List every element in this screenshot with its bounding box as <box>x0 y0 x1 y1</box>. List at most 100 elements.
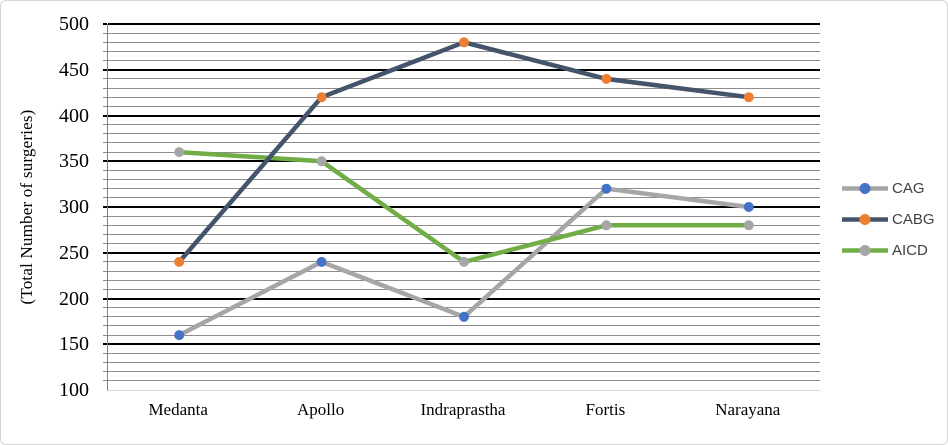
y-axis-tick <box>103 371 107 373</box>
minor-gridline <box>108 188 820 190</box>
data-point-CABG-Indraprastha <box>459 37 469 48</box>
y-axis-tick <box>103 307 107 309</box>
data-point-CAG-Fortis <box>601 183 612 194</box>
y-tick-label: 250 <box>59 241 89 264</box>
y-axis-tick <box>103 352 107 354</box>
legend-item-CABG: CABG <box>842 204 935 235</box>
data-point-CAG-Indraprastha <box>459 311 469 322</box>
minor-gridline <box>108 50 820 52</box>
legend-key-CABG <box>842 214 888 225</box>
y-tick-label: 200 <box>59 287 89 310</box>
y-axis-tick <box>103 270 107 272</box>
y-axis-tick <box>103 380 107 382</box>
minor-gridline <box>108 197 820 199</box>
data-point-CAG-Narayana <box>743 202 754 212</box>
data-point-CABG-Narayana <box>743 92 754 103</box>
y-axis-tick <box>103 261 107 263</box>
y-axis-tick <box>103 179 107 181</box>
x-tick-label: Fortis <box>585 400 626 419</box>
minor-gridline <box>108 233 820 235</box>
x-tick-label: Medanta <box>148 400 208 419</box>
minor-gridline <box>108 325 820 327</box>
minor-gridline <box>108 279 820 281</box>
y-axis-tick <box>103 243 107 245</box>
minor-gridline <box>108 307 820 309</box>
y-tick-label: 400 <box>59 104 89 127</box>
series-line-CABG <box>176 40 752 265</box>
x-tick-label: Narayana <box>715 400 781 419</box>
minor-gridline <box>108 96 820 98</box>
data-point-CAG-Apollo <box>316 256 327 267</box>
y-axis-tick <box>103 60 107 62</box>
major-gridline <box>108 297 820 300</box>
y-axis-tick <box>103 78 107 80</box>
major-gridline <box>108 343 820 346</box>
y-axis-tick <box>103 224 107 226</box>
legend-key-CAG <box>842 183 888 194</box>
legend-label: AICD <box>892 242 928 259</box>
data-point-AICD-Apollo <box>316 156 327 167</box>
data-point-AICD-Narayana <box>743 220 754 231</box>
minor-gridline <box>108 270 820 272</box>
x-tick-label: Indraprastha <box>420 400 506 419</box>
y-axis-tick <box>103 151 107 153</box>
major-gridline <box>108 251 820 254</box>
y-axis-tick <box>103 233 107 235</box>
y-axis-tick <box>103 362 107 364</box>
minor-gridline <box>108 352 820 354</box>
minor-gridline <box>108 371 820 373</box>
y-axis-tick <box>103 87 107 89</box>
y-tick-label: 500 <box>59 13 89 35</box>
y-axis-tick <box>103 105 107 107</box>
y-tick-label: 300 <box>59 196 89 218</box>
minor-gridline <box>108 179 820 181</box>
data-point-AICD-Indraprastha <box>459 256 469 267</box>
major-gridline <box>108 23 820 25</box>
minor-gridline <box>108 362 820 364</box>
y-axis-tick <box>103 288 107 290</box>
data-point-AICD-Medanta <box>174 147 185 158</box>
data-point-CABG-Medanta <box>174 256 185 267</box>
series-line-AICD <box>176 149 752 265</box>
series-plot <box>174 37 754 341</box>
major-gridline <box>108 68 820 71</box>
minor-gridline <box>108 142 820 144</box>
minor-gridline <box>108 224 820 226</box>
y-axis-tick <box>103 32 107 34</box>
legend: CAG CABG AICD <box>842 173 935 266</box>
y-axis-tick <box>103 206 107 208</box>
y-axis-tick <box>103 188 107 190</box>
minor-gridline <box>108 169 820 171</box>
y-axis-tick <box>103 114 107 117</box>
minor-gridline <box>108 32 820 34</box>
minor-gridline <box>108 243 820 245</box>
minor-gridline <box>108 151 820 153</box>
y-axis-tick <box>103 96 107 98</box>
y-axis-tick <box>103 197 107 199</box>
minor-gridline <box>108 133 820 135</box>
legend-item-CAG: CAG <box>842 173 935 204</box>
y-axis-tick <box>103 279 107 281</box>
minor-gridline <box>108 105 820 107</box>
minor-gridline <box>108 288 820 290</box>
minor-gridline <box>108 380 820 382</box>
data-point-CABG-Apollo <box>316 92 327 103</box>
y-axis-tick <box>103 316 107 318</box>
y-axis-tick <box>103 23 107 25</box>
y-axis-tick <box>103 215 107 217</box>
y-axis-tick <box>103 325 107 327</box>
legend-label: CABG <box>892 211 935 228</box>
y-axis-tick <box>103 334 107 336</box>
minor-gridline <box>108 124 820 126</box>
major-gridline <box>108 160 820 163</box>
y-axis-tick <box>103 142 107 144</box>
y-tick-label: 350 <box>59 150 89 173</box>
data-point-CABG-Fortis <box>601 73 612 84</box>
y-axis-tick <box>103 343 107 346</box>
data-point-AICD-Fortis <box>601 220 612 231</box>
legend-label: CAG <box>892 180 925 197</box>
y-axis-tick <box>103 133 107 135</box>
legend-key-AICD <box>842 245 888 256</box>
minor-gridline <box>108 60 820 62</box>
